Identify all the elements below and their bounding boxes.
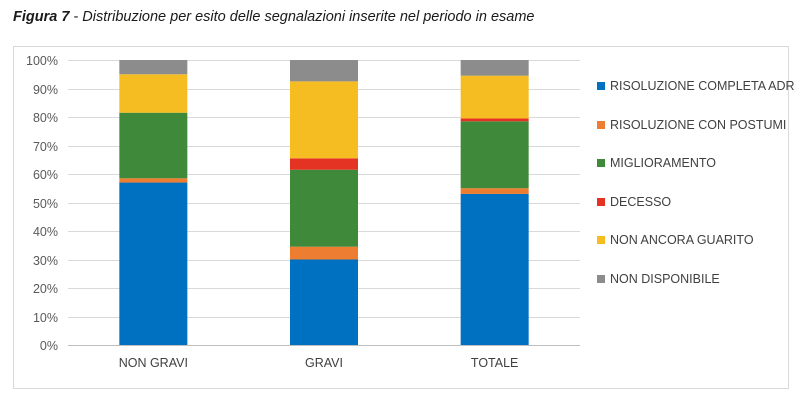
y-tick-label: 40%	[33, 225, 58, 239]
legend-item: NON DISPONIBILE	[597, 271, 720, 287]
x-tick-label: GRAVI	[305, 356, 343, 370]
legend-item: NON ANCORA GUARITO	[597, 232, 754, 248]
legend-label: RISOLUZIONE CON POSTUMI	[610, 117, 787, 132]
figure-caption: Figura 7 - Distribuzione per esito delle…	[13, 9, 534, 25]
y-tick-label: 100%	[26, 54, 58, 68]
legend-swatch	[597, 82, 605, 90]
bar-segment	[290, 259, 358, 345]
legend-swatch	[597, 274, 605, 283]
y-tick-label: 10%	[33, 311, 58, 325]
legend-label: DECESSO	[610, 194, 672, 209]
figure-title: - Distribuzione per esito delle segnalaz…	[69, 9, 535, 25]
bar-segment	[290, 246, 358, 260]
y-tick-label: 60%	[33, 168, 58, 182]
figure-label: Figura 7	[13, 9, 70, 25]
y-tick-label: 20%	[33, 282, 58, 296]
bar-segment	[290, 81, 358, 159]
legend-label: MIGLIORAMENTO	[610, 156, 717, 170]
bar-segment	[119, 182, 188, 345]
y-tick-label: 90%	[33, 83, 58, 97]
bar-segment	[290, 169, 358, 247]
y-tick-label: 50%	[33, 197, 58, 211]
bar-segment	[119, 112, 188, 179]
legend-item: MIGLIORAMENTO	[597, 155, 716, 171]
legend-swatch	[597, 159, 605, 167]
x-axis: NON GRAVI GRAVI TOTALE	[119, 356, 519, 370]
y-tick-label: 80%	[33, 111, 58, 125]
legend-item: RISOLUZIONE COMPLETA ADR	[597, 78, 795, 94]
bar-segment	[460, 60, 529, 76]
legend-swatch	[597, 236, 605, 244]
legend-swatch	[597, 197, 605, 206]
bar-segment	[290, 158, 358, 170]
bar-segment	[460, 188, 529, 194]
bar-segment	[460, 193, 529, 345]
bar-segment	[119, 74, 188, 113]
legend-swatch	[597, 120, 605, 129]
bar-segment	[460, 121, 529, 189]
y-tick-label: 0%	[40, 339, 58, 353]
legend-item: DECESSO	[597, 194, 671, 210]
x-tick-label: NON GRAVI	[119, 356, 188, 370]
legend-item: RISOLUZIONE CON POSTUMI	[597, 117, 786, 133]
y-axis: 0% 10% 20% 30% 40% 50% 60% 70% 80% 90% 100%	[26, 54, 58, 353]
legend-label: NON DISPONIBILE	[610, 271, 720, 286]
bar-segment	[290, 60, 358, 82]
legend-label: NON ANCORA GUARITO	[610, 233, 754, 247]
legend-label: RISOLUZIONE COMPLETA ADR	[610, 79, 795, 93]
bars	[119, 60, 529, 345]
bar-segment	[460, 118, 529, 122]
y-tick-label: 70%	[33, 140, 58, 154]
y-tick-label: 30%	[33, 254, 58, 268]
bar-segment	[119, 178, 188, 183]
bar-segment	[460, 75, 529, 119]
chart-frame	[13, 46, 789, 389]
bar-segment	[119, 60, 188, 75]
x-tick-label: TOTALE	[471, 356, 518, 370]
